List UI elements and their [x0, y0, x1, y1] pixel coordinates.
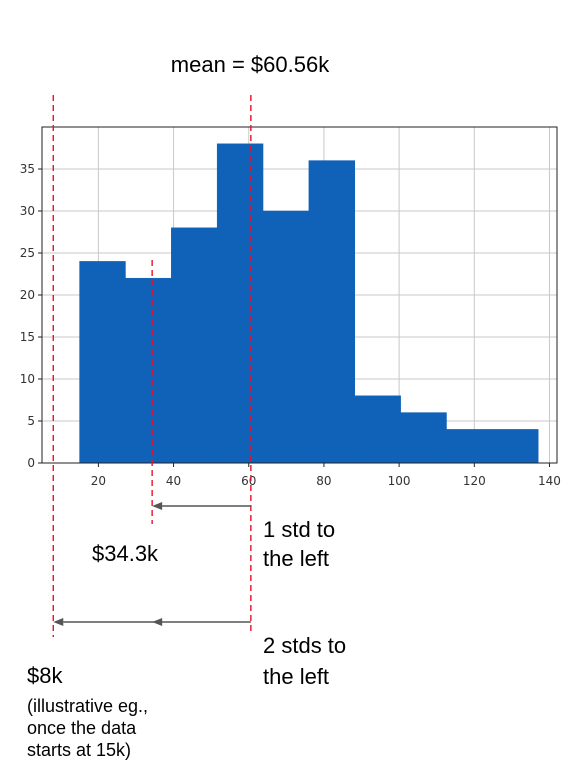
x-tick-label-140: 140 [538, 474, 561, 488]
histogram-bar-3 [171, 227, 218, 464]
y-tick-label-0: 0 [27, 456, 35, 470]
y-tick-label-15: 15 [20, 330, 35, 344]
y-tick-label-10: 10 [20, 372, 35, 386]
histogram-bar-5 [262, 210, 310, 464]
one-std-label-line-1: 1 std to [263, 517, 335, 542]
histogram-bar-1 [79, 261, 126, 464]
x-tick-label-120: 120 [463, 474, 486, 488]
y-tick-label-30: 30 [20, 204, 35, 218]
x-tick-label-20: 20 [91, 474, 106, 488]
x-tick-label-100: 100 [388, 474, 411, 488]
histogram-bar-7 [354, 395, 401, 464]
histogram-bar-2 [125, 277, 172, 464]
two-std-label-line-1: 2 stds to [263, 633, 346, 658]
y-tick-label-5: 5 [27, 414, 35, 428]
histogram-bar-6 [308, 160, 356, 464]
y-tick-label-25: 25 [20, 246, 35, 260]
mean-label: mean = $60.56k [171, 52, 330, 77]
two-std-label-line-2: the left [263, 664, 329, 689]
reference-lines [52, 95, 252, 637]
histogram-bars [79, 143, 539, 464]
axis-ticks: 20 40 60 80 100 120 140 0 5 10 15 20 25 30 35 [20, 162, 561, 488]
x-tick-label-60: 60 [241, 474, 256, 488]
arrow-2-head [53, 618, 64, 626]
note-line-3: starts at 15k) [27, 740, 131, 760]
x-tick-label-80: 80 [316, 474, 331, 488]
histogram-bar-4 [216, 143, 264, 464]
histogram-bar-8 [400, 412, 447, 464]
arrow-1-head [152, 502, 163, 510]
std-arrows [53, 502, 251, 626]
one-std-label-line-2: the left [263, 546, 329, 571]
arrow-2-mid-head [152, 618, 163, 626]
x-tick-label-40: 40 [166, 474, 181, 488]
note-line-2: once the data [27, 718, 137, 738]
two-std-value-label: $8k [27, 663, 63, 688]
one-std-value-label: $34.3k [92, 541, 159, 566]
note-line-1: (illustrative eg., [27, 696, 148, 716]
histogram-bar-9 [446, 429, 539, 464]
y-tick-label-35: 35 [20, 162, 35, 176]
y-tick-label-20: 20 [20, 288, 35, 302]
